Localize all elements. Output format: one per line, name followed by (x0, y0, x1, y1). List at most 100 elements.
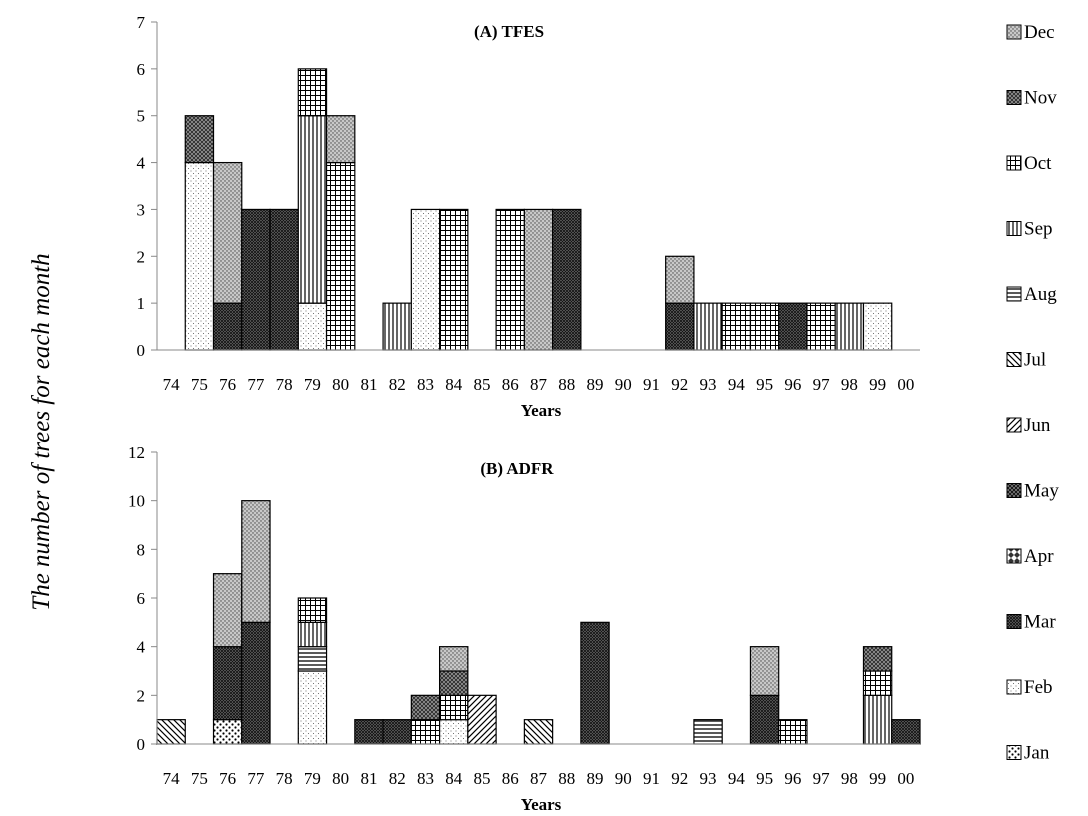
adfr-bar-77-dec (241, 500, 271, 623)
adfr-x-tick-label: 94 (728, 769, 746, 788)
tfes-bars (184, 68, 893, 351)
legend-label-jan: Jan (1024, 743, 1050, 764)
adfr-bar-83-nov (410, 694, 441, 721)
adfr-x-tick-label: 80 (332, 769, 349, 788)
adfr-x-tick-label: 86 (502, 769, 519, 788)
panel-tfes: (A) TFES 0 1 2 3 4 5 6 7 74 75 76 77 78 79 80 81 82 83 84… (137, 13, 920, 420)
tfes-bar-79-feb (297, 302, 328, 351)
adfr-x-tick-label: 92 (671, 769, 688, 788)
tfes-x-tick-label: 75 (191, 375, 208, 394)
adfr-axes (156, 452, 920, 745)
tfes-y-tick-label: 7 (137, 13, 146, 32)
tfes-x-tick-label: 89 (587, 375, 604, 394)
legend-label-sep: Sep (1024, 219, 1053, 240)
adfr-x-tick-label: 87 (530, 769, 548, 788)
adfr-x-tick-label: 81 (360, 769, 377, 788)
adfr-bar-84-nov (438, 670, 469, 696)
tfes-x-tick-label: 91 (643, 375, 660, 394)
legend-label-apr: Apr (1024, 546, 1054, 567)
adfr-y-ticks: 0 2 4 6 8 10 12 (128, 443, 157, 754)
legend-label-nov: Nov (1024, 88, 1057, 109)
tfes-bar-80-dec (325, 115, 356, 164)
adfr-bar-84-dec (438, 646, 469, 672)
adfr-bar-99-nov (862, 646, 893, 672)
tfes-x-tick-label: 78 (276, 375, 293, 394)
adfr-bar-96-oct (778, 719, 808, 745)
tfes-bar-80-oct (325, 161, 356, 351)
tfes-x-tick-label: 77 (247, 375, 265, 394)
adfr-x-tick-label: 84 (445, 769, 463, 788)
tfes-x-tick-label: 80 (332, 375, 349, 394)
legend-swatch-may (1006, 483, 1022, 498)
tfes-bar-75-feb (184, 161, 215, 351)
adfr-bar-82-mar (382, 719, 412, 745)
adfr-y-tick-label: 8 (137, 540, 146, 559)
tfes-x-tick-label: 95 (756, 375, 773, 394)
adfr-bar-84-oct (438, 694, 469, 721)
adfr-bar-76-dec (212, 573, 243, 648)
legend: Dec Nov Oct Sep Aug Jul Jun May Apr Mar Feb Jan (1006, 22, 1059, 764)
adfr-y-tick-label: 12 (128, 443, 145, 462)
adfr-bar-89-mar (580, 621, 610, 745)
adfr-bar-95-mar (749, 694, 780, 745)
adfr-bar-95-dec (749, 646, 780, 696)
adfr-bar-93-aug (693, 719, 723, 745)
tfes-bar-76-mar (212, 302, 243, 351)
adfr-x-tick-label: 88 (558, 769, 575, 788)
adfr-bar-99-oct (862, 670, 893, 696)
tfes-bar-84-oct (438, 208, 469, 351)
legend-label-mar: Mar (1024, 612, 1056, 633)
tfes-bar-95-oct (749, 302, 780, 351)
tfes-bar-82-sep (382, 302, 412, 351)
legend-item-apr: Apr (1006, 546, 1054, 567)
tfes-bar-96-mar (778, 302, 808, 351)
adfr-x-tick-label: 77 (247, 769, 265, 788)
adfr-x-tick-label: 00 (897, 769, 914, 788)
legend-item-may: May (1006, 481, 1059, 502)
adfr-x-tick-label: 91 (643, 769, 660, 788)
adfr-x-tick-label: 75 (191, 769, 208, 788)
panel-title-adfr: (B) ADFR (480, 459, 554, 478)
legend-item-feb: Feb (1006, 677, 1053, 698)
adfr-bar-84-feb (438, 719, 469, 745)
legend-label-dec: Dec (1024, 22, 1055, 43)
tfes-bar-88-mar (552, 208, 582, 351)
tfes-x-tick-label: 92 (671, 375, 688, 394)
tfes-x-tick-label: 85 (473, 375, 490, 394)
tfes-bar-76-dec (212, 161, 243, 304)
adfr-x-tick-label: 83 (417, 769, 434, 788)
tfes-bar-94-oct (721, 302, 752, 351)
tfes-x-tick-label: 99 (869, 375, 886, 394)
legend-item-aug: Aug (1006, 284, 1057, 305)
legend-swatch-jul (1006, 352, 1022, 367)
adfr-x-tick-label: 76 (219, 769, 236, 788)
tfes-bar-79-sep (297, 115, 328, 304)
legend-swatch-nov (1006, 90, 1022, 105)
tfes-x-tick-label: 83 (417, 375, 434, 394)
legend-swatch-mar (1006, 614, 1022, 629)
tfes-bar-92-mar (665, 302, 695, 351)
legend-label-jun: Jun (1024, 415, 1051, 436)
legend-swatch-jan (1006, 745, 1022, 760)
tfes-bar-92-dec (665, 255, 695, 304)
adfr-x-tick-label: 90 (615, 769, 632, 788)
tfes-x-tick-label: 97 (813, 375, 831, 394)
tfes-x-tick-label: 94 (728, 375, 746, 394)
adfr-bar-83-oct (410, 719, 441, 745)
tfes-bar-97-oct (806, 302, 836, 351)
adfr-y-tick-label: 4 (137, 638, 146, 657)
legend-swatch-dec (1006, 24, 1022, 40)
adfr-x-tick-label: 78 (276, 769, 293, 788)
tfes-x-tick-label: 87 (530, 375, 548, 394)
adfr-x-tick-label: 79 (304, 769, 321, 788)
tfes-bar-87-dec (523, 208, 554, 351)
tfes-y-tick-label: 0 (137, 341, 146, 360)
tfes-x-tick-label: 82 (389, 375, 406, 394)
tfes-x-tick-label: 88 (558, 375, 575, 394)
legend-item-oct: Oct (1006, 153, 1052, 174)
tfes-x-tick-label: 98 (841, 375, 858, 394)
adfr-x-tick-label: 98 (841, 769, 858, 788)
adfr-bar-79-sep (297, 621, 328, 648)
adfr-x-tick-label: 93 (700, 769, 717, 788)
legend-swatch-aug (1006, 286, 1022, 302)
